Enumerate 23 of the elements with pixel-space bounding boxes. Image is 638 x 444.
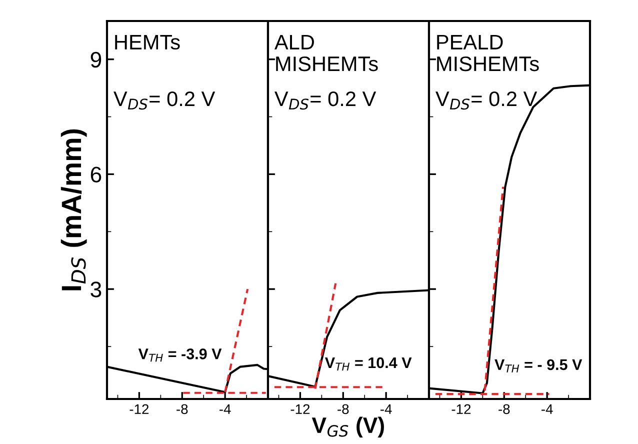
x-axis-title: V$_{GS}$ (V) — [312, 416, 384, 438]
annotation: V$_{DS}$= 0.2 V — [436, 91, 538, 110]
y-axis-title: I$_{DS}$ (mA/mm) — [60, 129, 87, 290]
x-tick-label: -8 — [338, 404, 349, 414]
annotation: ALD MISHEMTs — [274, 34, 378, 72]
annotation: PEALD MISHEMTs — [437, 34, 539, 72]
x-tick-label: -12 — [452, 404, 471, 414]
y-tick-label: 6 — [90, 166, 102, 182]
annotation: V$_{TH}$ = - 9.5 V — [494, 359, 582, 372]
annotation: V$_{TH}$ = -3.9 V — [138, 348, 222, 362]
annotation: V$_{TH}$ = 10.4 V — [324, 357, 412, 371]
annotation: V$_{DS}$= 0.2 V — [114, 91, 216, 110]
x-tick-label: -12 — [290, 404, 310, 414]
x-tick-label: -8 — [176, 404, 188, 414]
x-tick-label: -12 — [130, 404, 149, 414]
y-tick-label: 3 — [90, 282, 102, 298]
annotation: HEMTs — [115, 34, 180, 50]
x-tick-label: -4 — [220, 404, 231, 414]
annotation: V$_{DS}$= 0.2 V — [274, 91, 376, 110]
x-tick-label: -8 — [498, 404, 510, 414]
x-tick-label: -4 — [380, 404, 392, 414]
y-tick-label: 9 — [90, 52, 102, 68]
x-tick-label: -4 — [542, 404, 553, 414]
